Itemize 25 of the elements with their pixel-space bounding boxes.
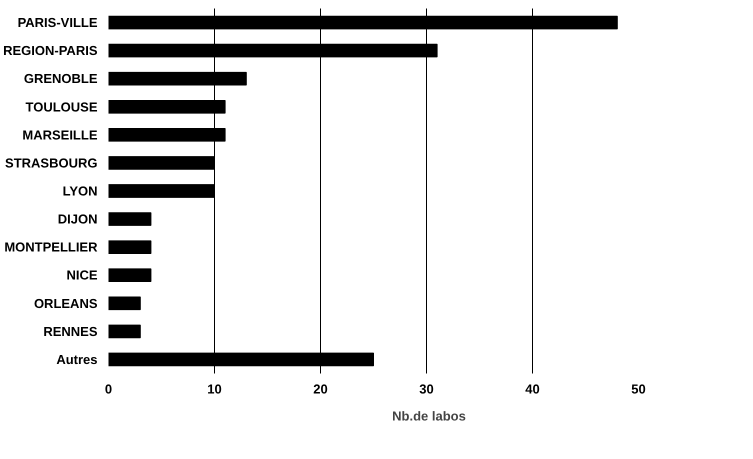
y-tick-label: Autres xyxy=(56,352,98,367)
y-tick-label: PARIS-VILLE xyxy=(18,15,98,30)
y-tick-label: RENNES xyxy=(43,324,98,339)
x-tick-label: 10 xyxy=(207,382,222,396)
text: Nb.de labos xyxy=(392,408,466,424)
y-tick-label: REGION-PARIS xyxy=(3,43,98,58)
x-tick-label: 20 xyxy=(313,382,328,396)
bar xyxy=(108,212,152,226)
x-tick-label: 40 xyxy=(525,382,540,396)
bar xyxy=(108,240,152,254)
x-tick-label: 50 xyxy=(631,382,646,396)
y-tick-label: ORLEANS xyxy=(34,296,98,311)
y-tick-label: NICE xyxy=(66,268,98,283)
y-tick-label: STRASBOURG xyxy=(5,155,98,170)
x-tick-label: 30 xyxy=(419,382,434,396)
y-tick-label: DIJON xyxy=(58,212,98,227)
y-tick-label: GRENOBLE xyxy=(24,71,98,86)
x-tick-label: 0 xyxy=(104,382,112,396)
y-tick-label: TOULOUSE xyxy=(26,99,98,114)
y-tick-label: MONTPELLIER xyxy=(4,240,98,255)
y-tick-label: LYON xyxy=(62,184,98,198)
bar xyxy=(108,324,141,338)
bar xyxy=(108,296,141,310)
y-tick-label: MARSEILLE xyxy=(22,127,98,142)
bar xyxy=(108,268,152,282)
